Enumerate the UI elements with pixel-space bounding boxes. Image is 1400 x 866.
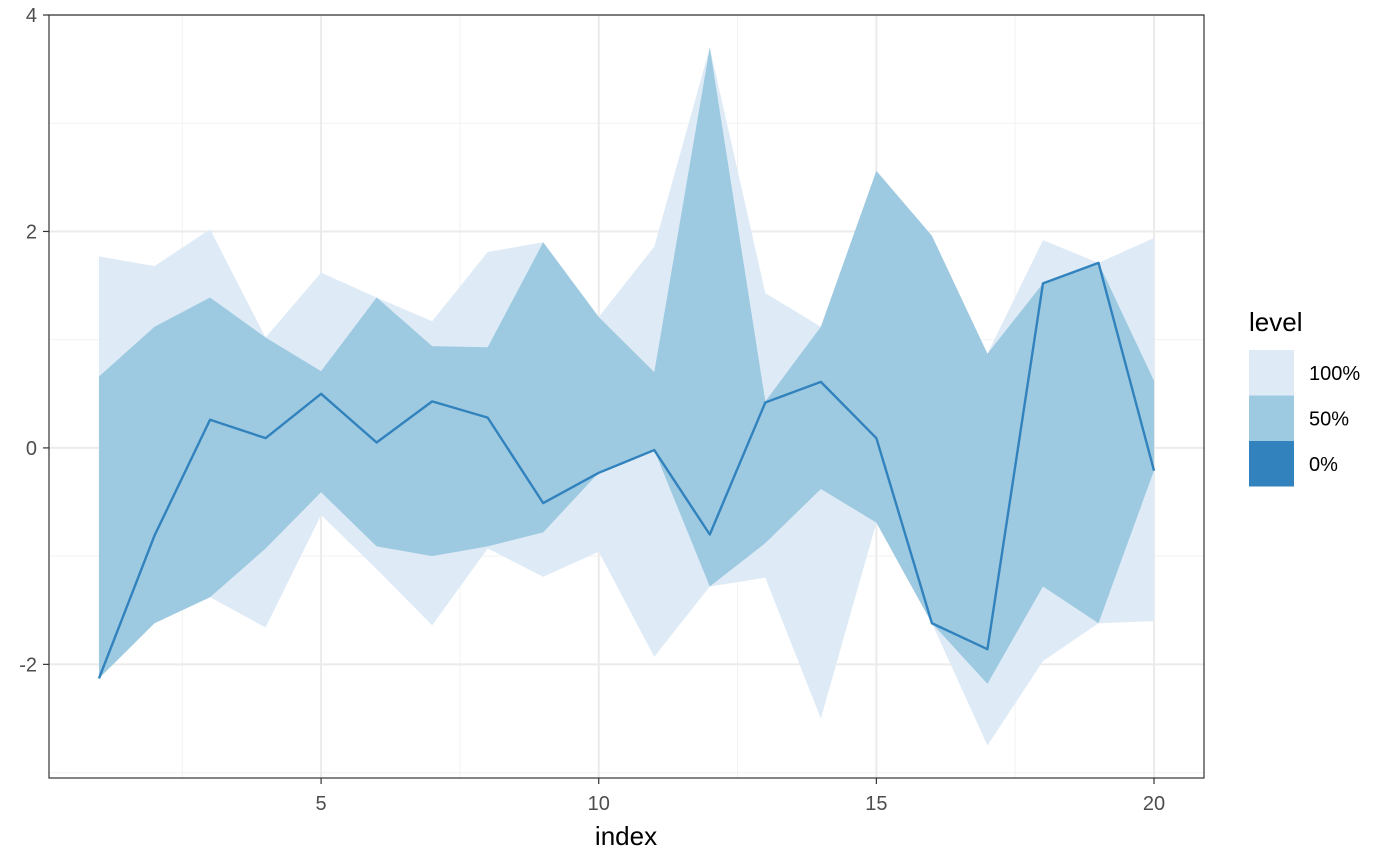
legend-title: level <box>1249 307 1302 337</box>
legend: level 100% 50% 0% <box>1249 307 1360 487</box>
ribbon-bands <box>98 47 1155 746</box>
y-tick-label: 0 <box>26 438 37 460</box>
x-tick-label: 20 <box>1143 793 1165 815</box>
legend-label: 100% <box>1309 363 1360 385</box>
panel-border <box>48 14 1205 779</box>
y-tick-label: 2 <box>26 221 37 243</box>
legend-label: 50% <box>1309 408 1349 430</box>
median-line-layer <box>97 261 1156 679</box>
x-axis: 5 10 15 20 <box>316 778 1165 815</box>
ribbon-band-50pct <box>98 47 1155 684</box>
x-tick-label: 10 <box>588 793 610 815</box>
median-line <box>97 261 1156 679</box>
x-tick-label: 15 <box>865 793 887 815</box>
legend-key-50pct <box>1249 395 1294 441</box>
legend-key-0pct <box>1249 441 1294 487</box>
y-tick-label: 4 <box>26 5 37 27</box>
y-tick-label: -2 <box>19 654 37 676</box>
x-axis-title: index <box>595 821 657 851</box>
legend-label: 0% <box>1309 454 1338 476</box>
y-axis: -2 0 2 4 <box>19 5 49 676</box>
legend-key-100pct <box>1249 350 1294 396</box>
x-tick-label: 5 <box>316 793 327 815</box>
